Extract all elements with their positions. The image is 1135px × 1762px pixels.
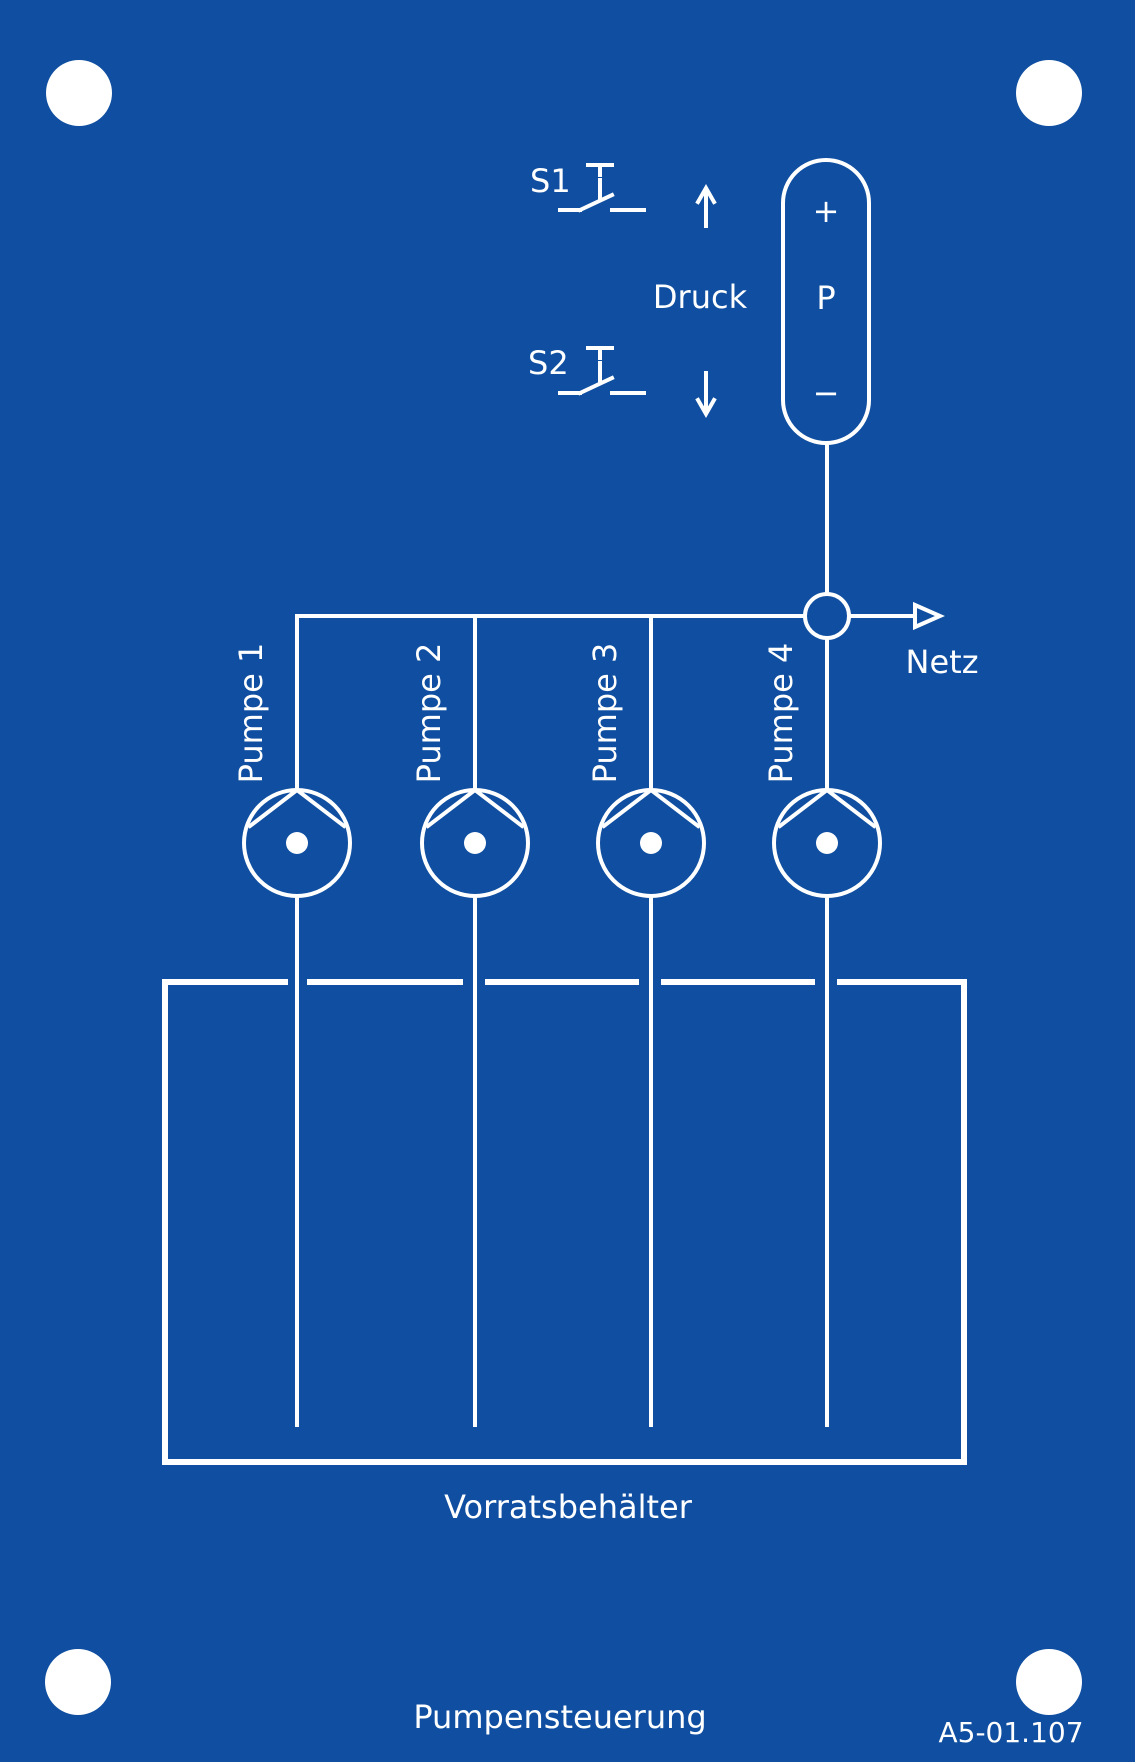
pump-shaft-dot [816, 832, 838, 854]
push-switch-icon [558, 163, 646, 213]
panel-code: A5-01.107 [938, 1716, 1083, 1749]
gauge-symbol-label: P [816, 279, 835, 317]
pump-2-label: Pumpe 2 [410, 643, 448, 784]
gauge-plus-label: + [813, 192, 840, 230]
panel-title: Pumpensteuerung [413, 1698, 706, 1736]
tank-label: Vorratsbehälter [444, 1488, 693, 1526]
mounting-hole-icon [45, 1649, 111, 1715]
push-switch-icon [558, 346, 646, 396]
mounting-hole-icon [1016, 1649, 1082, 1715]
mounting-hole-icon [46, 60, 112, 126]
switch-s1-label: S1 [530, 162, 571, 200]
pump-shaft-dot [464, 832, 486, 854]
junction-icon [803, 592, 851, 640]
pump-icon [772, 787, 882, 898]
pump-icon [242, 787, 352, 898]
arrow-up-icon [695, 183, 717, 228]
tank-outline [162, 979, 967, 1465]
pump-4-label: Pumpe 4 [762, 643, 800, 784]
pump-icon [420, 787, 530, 898]
pump-icon [596, 787, 706, 898]
pump-3-label: Pumpe 3 [586, 643, 624, 784]
pump-shaft-dot [640, 832, 662, 854]
network-label: Netz [906, 643, 979, 681]
flow-arrow-icon [913, 601, 945, 631]
pump-shaft-dot [286, 832, 308, 854]
gauge-minus-label: − [813, 374, 840, 412]
pump-1-label: Pumpe 1 [232, 643, 270, 784]
arrow-down-icon [695, 371, 717, 419]
pressure-label: Druck [653, 278, 748, 316]
switch-s2-label: S2 [528, 344, 569, 382]
mounting-hole-icon [1016, 60, 1082, 126]
